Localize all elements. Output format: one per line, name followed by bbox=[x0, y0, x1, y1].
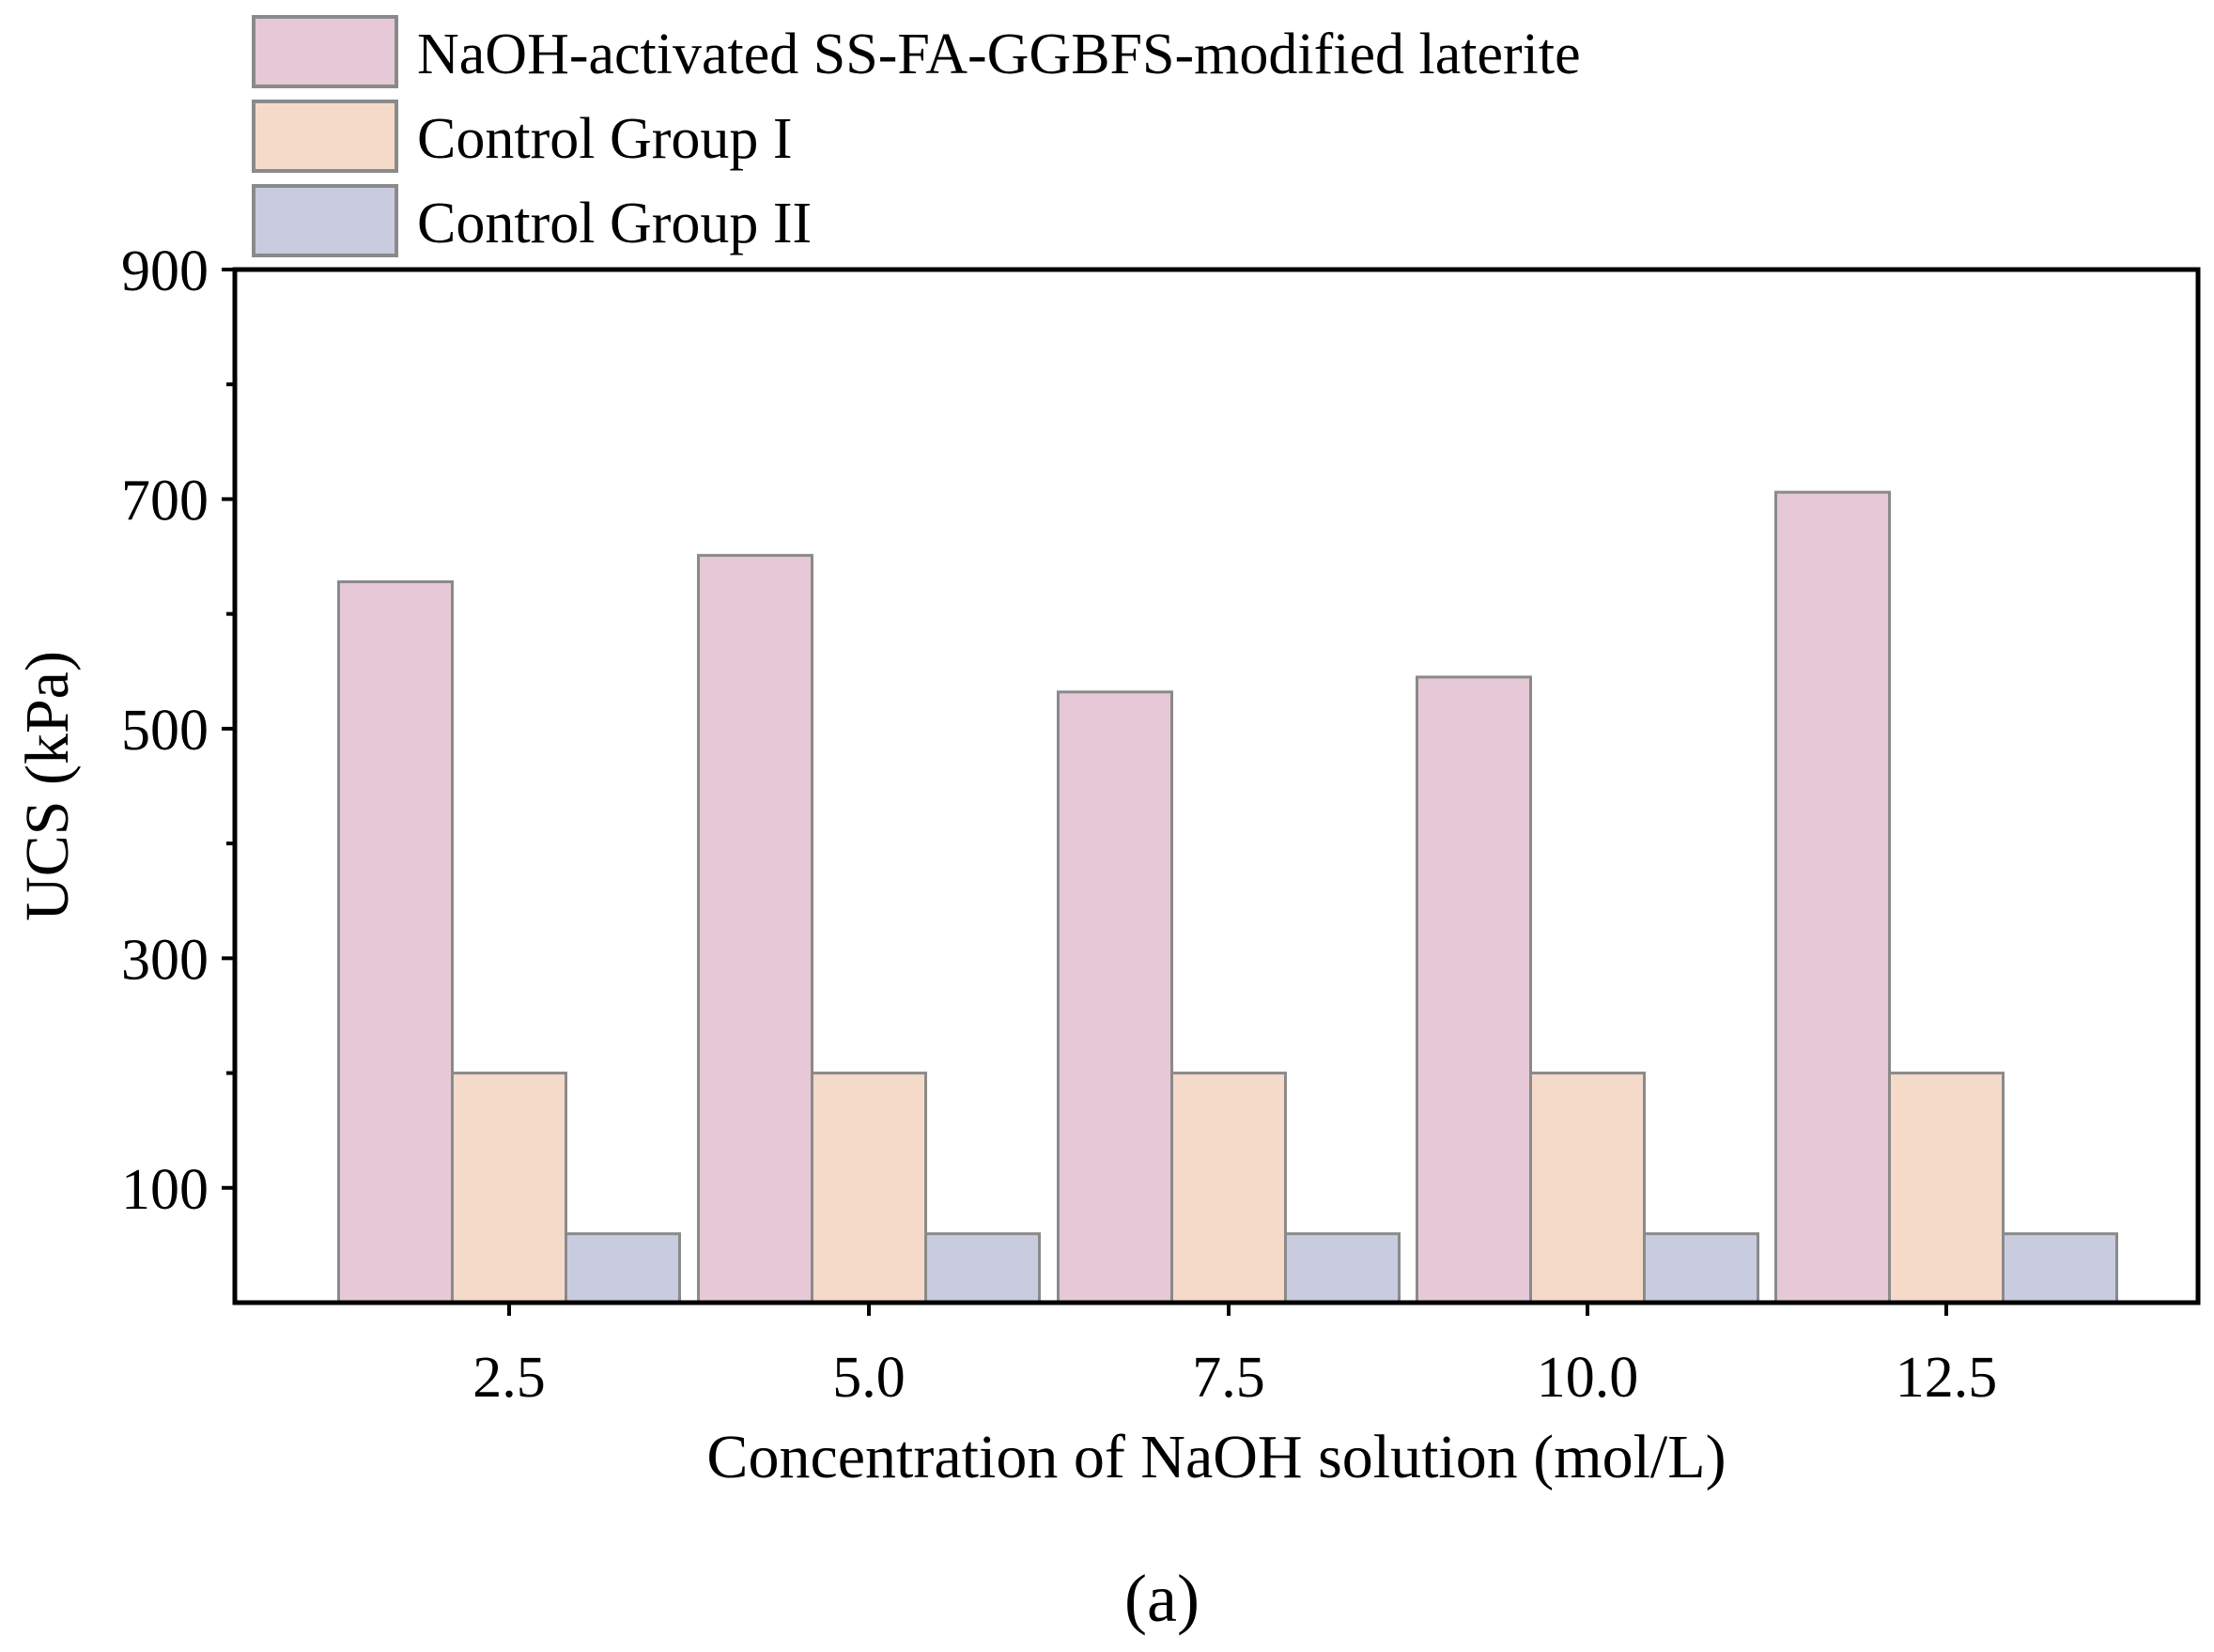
bar-series2-12.5 bbox=[1888, 1072, 2005, 1305]
bar-series2-2.5 bbox=[451, 1072, 567, 1305]
bar-series2-5.0 bbox=[811, 1072, 927, 1305]
y-tick-label: 500 bbox=[121, 699, 209, 763]
bar-series2-7.5 bbox=[1170, 1072, 1287, 1305]
x-axis-label: Concentration of NaOH solution (mol/L) bbox=[706, 1423, 1726, 1491]
legend-swatch-series3 bbox=[252, 184, 398, 257]
bar-series3-5.0 bbox=[924, 1232, 1041, 1305]
x-tick-label: 7.5 bbox=[1192, 1346, 1265, 1410]
legend: NaOH-activated SS-FA-GGBFS-modified late… bbox=[252, 15, 1581, 257]
bar-series1-10.0 bbox=[1416, 675, 1532, 1305]
bar-series3-12.5 bbox=[2002, 1232, 2118, 1305]
legend-label-series3: Control Group II bbox=[417, 192, 812, 255]
x-tick-label: 5.0 bbox=[832, 1346, 906, 1410]
bar-series3-2.5 bbox=[565, 1232, 681, 1305]
bar-series1-12.5 bbox=[1774, 490, 1891, 1305]
plot-frame bbox=[232, 267, 2201, 1305]
y-tick-label: 700 bbox=[121, 469, 209, 533]
bar-series1-2.5 bbox=[337, 579, 454, 1305]
y-tick-label: 300 bbox=[121, 928, 209, 992]
legend-swatch-series2 bbox=[252, 100, 398, 173]
x-tick-label: 12.5 bbox=[1896, 1346, 1998, 1410]
legend-label-series2: Control Group I bbox=[417, 107, 793, 171]
y-axis: 100 300 500 700 900 bbox=[121, 239, 235, 1222]
y-tick-label: 900 bbox=[121, 239, 209, 303]
bar-series1-5.0 bbox=[697, 553, 813, 1305]
bar-series2-10.0 bbox=[1529, 1072, 1646, 1305]
figure-caption: (a) bbox=[1124, 1561, 1200, 1636]
legend-label-series1: NaOH-activated SS-FA-GGBFS-modified late… bbox=[417, 23, 1581, 86]
bar-series3-7.5 bbox=[1284, 1232, 1401, 1305]
x-axis: 2.5 5.0 7.5 10.0 12.5 bbox=[472, 1303, 1997, 1410]
bars-layer bbox=[337, 490, 2118, 1305]
legend-swatch-series1 bbox=[252, 15, 398, 88]
y-tick-label: 100 bbox=[121, 1158, 209, 1222]
x-tick-label: 2.5 bbox=[472, 1346, 546, 1410]
bar-series3-10.0 bbox=[1643, 1232, 1759, 1305]
bar-series1-7.5 bbox=[1057, 690, 1173, 1305]
x-tick-label: 10.0 bbox=[1537, 1346, 1639, 1410]
y-axis-label: UCS (kPa) bbox=[13, 651, 82, 921]
